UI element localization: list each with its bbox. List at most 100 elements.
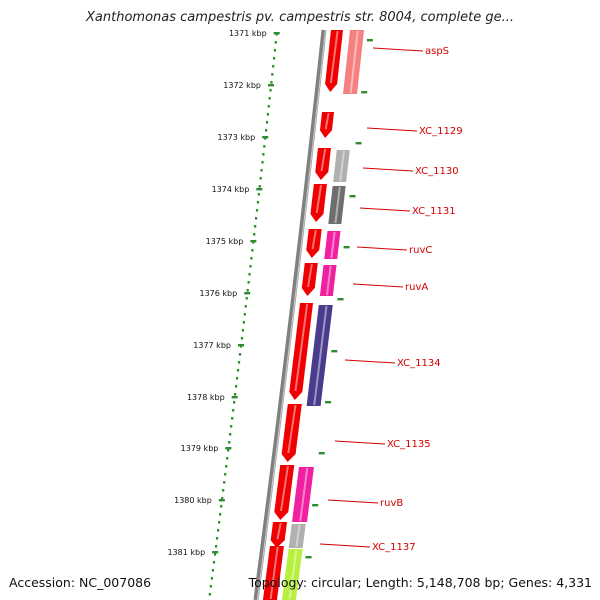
gene-track-dot: [355, 142, 362, 145]
gene-XC_1130-forward-shine: [320, 148, 327, 172]
ruler-dot: [237, 361, 241, 364]
ruler-dot: [244, 305, 247, 308]
ruler-dot: [228, 441, 231, 444]
ruler-dot: [250, 257, 253, 260]
gene-XC_1131-product: [328, 186, 346, 224]
gene-leader-line: [359, 207, 411, 212]
backbone: [253, 29, 327, 600]
gene-leader-line: [344, 359, 396, 364]
ruler-dot: [251, 249, 254, 252]
gene-ruvB-forward-shine: [279, 465, 289, 512]
ruler-dot: [211, 569, 215, 572]
gene-label-aspS: aspS: [425, 46, 449, 57]
gene-labels: aspS XC_1129 XC_1130 XC_1131 ruvC ruvA XC_1134…: [319, 46, 463, 553]
ruler-tick: [244, 292, 251, 295]
ruler-dot: [235, 377, 239, 380]
ruler-dot: [248, 273, 251, 276]
gene-leader-line: [362, 167, 414, 172]
gene-next-product-shine: [288, 549, 298, 600]
ruler-dot: [265, 121, 269, 124]
gene-track-dot: [361, 91, 368, 94]
ruler-dot: [267, 105, 270, 108]
gene-aspS-product-shine: [349, 30, 359, 94]
gene-aspS-forward-shine: [329, 30, 339, 84]
ruler-tick-label: 1376 kbp: [200, 289, 238, 298]
ruler-dot: [210, 577, 214, 580]
ruler-dot: [247, 281, 250, 284]
gene-label-XC_1129: XC_1129: [419, 126, 463, 137]
ruler-dot: [227, 449, 230, 452]
gene-next-product: [281, 549, 303, 600]
ruler-dot: [223, 481, 226, 484]
ruler-dot: [241, 329, 244, 332]
gene-XC_1134-product: [306, 305, 333, 406]
ruler-dot: [274, 41, 277, 44]
ruler-dot: [238, 353, 242, 356]
ruler-dot: [235, 385, 238, 388]
ruler-dot: [246, 289, 249, 292]
gene-ruvA-product: [319, 265, 337, 296]
ruler-tick: [212, 551, 219, 554]
ruler-dot: [268, 97, 271, 100]
gene-leader-line: [372, 47, 424, 52]
gene-XC_1129-forward-shine: [324, 112, 330, 130]
ruler-ticks: 1371 kbp 1372 kbp 1373 kbp 1374 kbp 1375 kbp…: [167, 29, 280, 557]
ruler-dot: [259, 177, 262, 180]
gene-aspS-product: [343, 30, 364, 94]
ruler-dot: [270, 81, 273, 84]
gene-XC_1135-forward-shine: [287, 404, 297, 454]
ruler-tick-label: 1380 kbp: [174, 496, 212, 505]
gene-label-ruvC: ruvC: [409, 245, 432, 256]
ruler-dot: [265, 129, 268, 132]
ruler-dot: [217, 529, 220, 532]
ruler-dot: [272, 57, 276, 60]
accession-text: Accession: NC_007086: [9, 575, 152, 590]
gene-XC_1134-forward: [289, 303, 314, 400]
ruler-dot: [220, 505, 223, 508]
gene-track-dot: [325, 401, 332, 404]
ruler-dot: [221, 497, 224, 500]
topology-text: Topology: circular; Length: 5,148,708 bp…: [248, 575, 592, 590]
ruler-dot: [263, 145, 266, 148]
ruler-tick-label: 1374 kbp: [212, 185, 250, 194]
ruler-tick: [231, 396, 238, 399]
gene-XC_1130-product-shine: [339, 150, 345, 182]
ruler-dot: [245, 297, 248, 300]
gene-XC_1129-forward: [319, 112, 335, 138]
ruler-dot: [232, 409, 235, 412]
ruler-dot: [214, 545, 218, 548]
gene-leader-line: [327, 499, 379, 504]
ruler-dot: [257, 193, 260, 196]
gene-track-dot: [343, 246, 350, 249]
ruler-dot: [269, 89, 272, 92]
ruler-dot: [243, 313, 246, 316]
gene-leader-line: [334, 440, 386, 445]
gene-features: [262, 30, 364, 600]
gene-next-forward: [262, 546, 284, 600]
gene-ruvB-forward: [274, 465, 295, 520]
gene-XC_1137-product: [288, 524, 306, 548]
ruler-dotted-line: [208, 33, 278, 596]
backbone-line: [253, 29, 327, 600]
gene-ruvA-forward: [301, 263, 318, 296]
gene-ruvA-product-shine: [326, 265, 332, 296]
map-title: Xanthomonas campestris pv. campestris st…: [86, 10, 514, 25]
ruler-tick: [237, 344, 244, 347]
ruler-dot: [225, 465, 228, 468]
ruler-tick-label: 1379 kbp: [181, 444, 219, 453]
gene-XC_1131-product-shine: [334, 186, 341, 224]
ruler-dot: [240, 337, 244, 340]
gene-track-dots: [305, 39, 373, 559]
gene-XC_1131-forward: [310, 184, 327, 222]
gene-ruvA-forward-shine: [307, 263, 313, 288]
ruler-tick-label: 1373 kbp: [218, 133, 256, 142]
gene-XC_1134-product-shine: [313, 305, 328, 406]
ruler-dot: [255, 209, 259, 212]
ruler-dot: [256, 201, 260, 204]
ruler-dot: [262, 153, 265, 156]
gene-ruvB-product-shine: [299, 467, 309, 522]
gene-next-forward-shine: [269, 546, 279, 600]
ruler-tick-label: 1378 kbp: [187, 393, 225, 402]
ruler-dot: [230, 425, 233, 428]
ruler-tick: [250, 240, 257, 243]
